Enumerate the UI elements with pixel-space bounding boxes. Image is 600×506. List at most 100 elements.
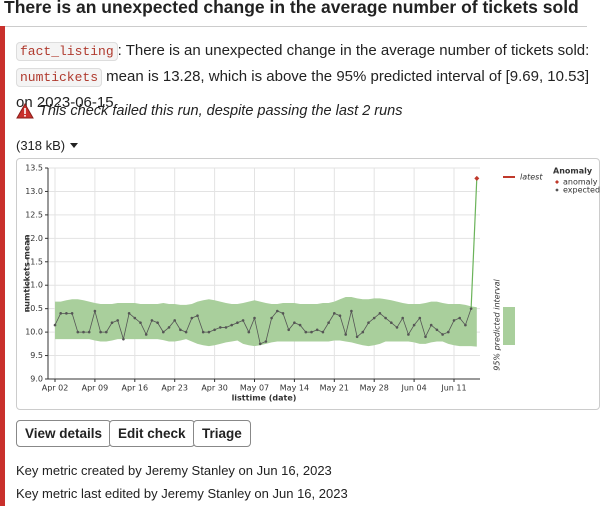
y-tick-label: 10.5 — [25, 304, 43, 313]
expected-point — [310, 330, 313, 334]
y-axis-label: numtickets mean — [23, 234, 32, 312]
expected-point — [65, 312, 68, 315]
expected-point — [350, 309, 353, 313]
expected-point — [378, 312, 382, 315]
x-tick-label: May 28 — [360, 384, 389, 393]
expected-point — [390, 321, 393, 325]
x-axis-label: listtime (date) — [232, 394, 297, 403]
expected-point — [338, 314, 342, 317]
expected-point — [99, 330, 102, 334]
caret — [70, 143, 79, 148]
expected-point — [230, 323, 233, 327]
expected-point — [276, 309, 279, 313]
expected-point — [241, 319, 245, 322]
plot-area — [48, 168, 480, 379]
expected-point — [162, 330, 165, 334]
expected-point — [384, 316, 387, 320]
x-tick-label: Apr 23 — [161, 384, 188, 393]
x-tick-label: Jun 11 — [440, 384, 466, 393]
expected-point — [179, 328, 182, 332]
expected-point — [321, 330, 325, 334]
expected-point — [418, 316, 422, 320]
legend-label: expected — [563, 186, 600, 195]
anomaly-point — [474, 175, 480, 181]
expected-point — [469, 307, 473, 310]
y-tick-label: 10.0 — [25, 328, 43, 337]
x-tick-label: Apr 30 — [201, 384, 228, 393]
table-code: fact_listing — [16, 42, 118, 61]
y-tick-label: 9.5 — [30, 351, 43, 360]
expected-point — [424, 335, 427, 339]
expected-point — [344, 333, 348, 336]
expected-point — [464, 323, 467, 327]
expected-point — [407, 333, 410, 336]
x-tick-label: May 14 — [280, 384, 309, 393]
x-tick-label: May 07 — [240, 384, 269, 393]
expected-point — [333, 312, 336, 315]
legend-title: Anomaly — [553, 167, 593, 176]
expected-point — [144, 333, 148, 336]
expected-point — [219, 326, 222, 329]
expected-point — [105, 330, 108, 334]
warning: This check failed this run, despite pass… — [16, 103, 403, 119]
warning-text: This check failed this run, despite pass… — [39, 103, 403, 119]
x-tick-label: Apr 09 — [82, 384, 109, 393]
interval-swatch — [503, 307, 515, 345]
latest-segment — [470, 178, 478, 309]
expected-point — [201, 330, 205, 334]
expected-point — [82, 330, 85, 334]
expected-point — [173, 319, 176, 322]
legend-marker — [555, 188, 559, 192]
expected-point — [452, 319, 456, 322]
expected-point — [184, 330, 188, 334]
y-tick-label: 12.0 — [25, 234, 43, 243]
expected-point — [367, 321, 370, 325]
interval-band — [55, 296, 477, 347]
message: fact_listing: There is an unexpected cha… — [16, 38, 594, 115]
expected-point — [355, 335, 359, 339]
expected-point — [116, 319, 119, 322]
y-tick-label: 9.0 — [30, 375, 43, 384]
y-tick-label: 11.0 — [25, 281, 43, 290]
expected-point — [264, 340, 268, 343]
expected-point — [76, 330, 80, 334]
view-details-button[interactable]: View details — [16, 420, 112, 447]
expected-point — [395, 326, 399, 329]
expected-point — [304, 330, 308, 334]
x-tick-label: Apr 16 — [122, 384, 149, 393]
expected-point — [298, 323, 302, 327]
expected-point — [435, 328, 439, 332]
expected-point — [270, 316, 273, 320]
expected-point — [287, 328, 291, 332]
size-toggle[interactable]: (318 kB) — [16, 138, 79, 153]
y-tick-label: 11.5 — [25, 257, 43, 266]
y-tick-label: 12.5 — [25, 210, 43, 219]
legend-marker — [555, 180, 559, 184]
expected-point — [53, 323, 57, 327]
expected-point — [122, 337, 125, 341]
expected-point — [224, 326, 228, 329]
expected-point — [236, 321, 239, 325]
column-code: numtickets — [16, 68, 103, 87]
expected-point — [127, 312, 131, 315]
triage-button[interactable]: Triage — [193, 420, 251, 447]
expected-point — [429, 323, 433, 327]
expected-point — [190, 316, 194, 320]
check-title: There is an unexpected change in the ave… — [4, 0, 579, 17]
message-text: : There is an unexpected change in the a… — [117, 42, 590, 59]
x-tick-label: May 21 — [320, 384, 349, 393]
expected-point — [93, 309, 97, 313]
x-tick-label: Apr 02 — [42, 384, 69, 393]
divider — [5, 26, 587, 27]
expected-point — [293, 321, 296, 325]
x-tick-label: Jun 04 — [400, 384, 426, 393]
expected-point — [361, 330, 365, 334]
legend-label: latest — [520, 173, 543, 182]
expected-point — [247, 330, 251, 334]
expected-point — [441, 333, 444, 336]
expected-point — [133, 316, 137, 320]
expected-point — [156, 321, 159, 325]
expected-point — [139, 321, 142, 325]
edit-check-button[interactable]: Edit check — [109, 420, 195, 447]
